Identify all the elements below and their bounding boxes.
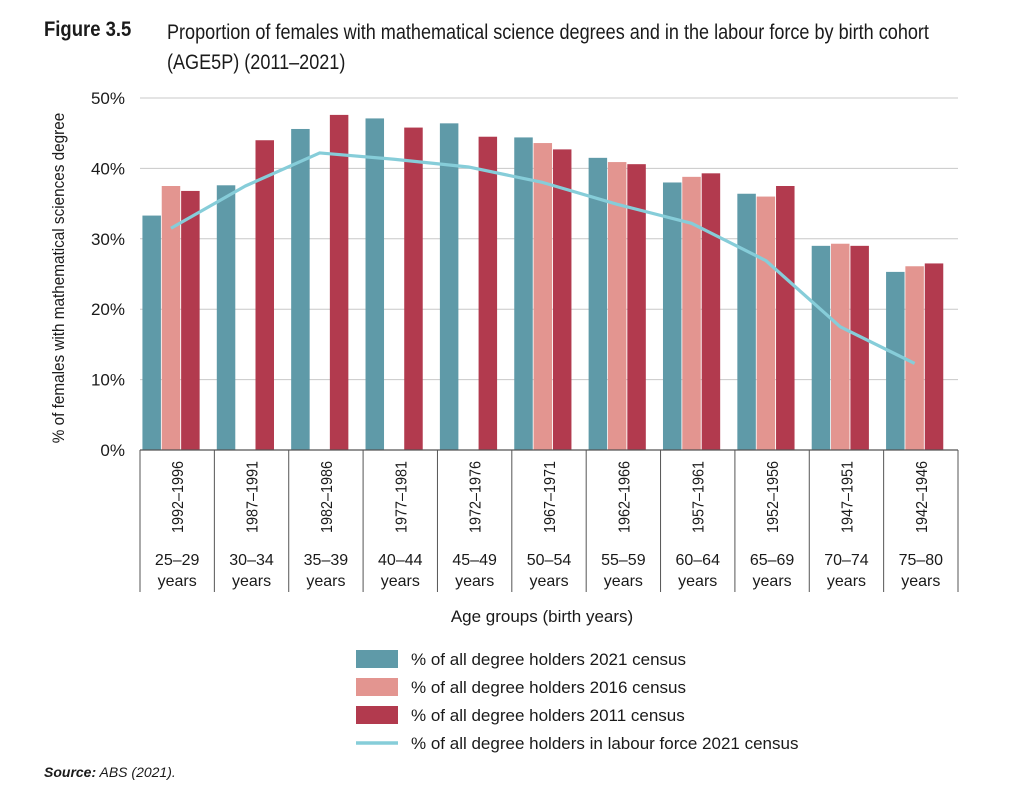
legend-label: % of all degree holders 2021 census <box>411 650 686 669</box>
bars <box>142 114 944 451</box>
bar <box>850 245 869 450</box>
x-tick-birth-years: 1942–1946 <box>913 461 931 533</box>
bar <box>701 173 721 450</box>
x-tick-age-group: 75–80 <box>899 552 944 569</box>
bar <box>811 245 831 450</box>
y-tick-label: 20% <box>91 300 125 319</box>
x-tick-birth-years: 1972–1976 <box>467 461 485 533</box>
x-tick-age-unit: years <box>901 573 940 590</box>
y-axis-ticks: 0% 10% 20% 30% 40% 50% <box>91 89 125 460</box>
x-tick-age-unit: years <box>529 573 568 590</box>
bar <box>181 190 200 451</box>
source-note: Source: ABS (2021). <box>44 764 176 780</box>
bar <box>533 143 553 450</box>
labour-force-line-path <box>170 151 916 365</box>
x-tick-age-group: 35–39 <box>304 552 349 569</box>
figure-title: Proportion of females with mathematical … <box>167 21 929 74</box>
bar <box>682 176 701 450</box>
legend-label: % of all degree holders in labour force … <box>411 734 798 753</box>
x-tick-age-group: 25–29 <box>155 552 200 569</box>
y-tick-label: 40% <box>91 159 125 178</box>
x-tick-age-group: 45–49 <box>452 552 497 569</box>
x-tick-birth-years: 1992–1996 <box>170 461 188 533</box>
bar <box>607 162 627 450</box>
x-tick-age-unit: years <box>827 573 866 590</box>
legend: % of all degree holders 2021 census % of … <box>356 650 798 753</box>
x-tick-age-unit: years <box>455 573 494 590</box>
legend-label: % of all degree holders 2011 census <box>411 706 685 725</box>
x-tick-birth-years: 1952–1956 <box>764 461 782 533</box>
bar <box>329 114 349 450</box>
bar <box>627 164 646 450</box>
bar <box>886 271 905 450</box>
bar <box>924 263 944 450</box>
x-tick-age-group: 55–59 <box>601 552 646 569</box>
bar <box>291 128 310 450</box>
x-tick-age-unit: years <box>232 573 271 590</box>
x-tick-age-group: 60–64 <box>675 552 720 569</box>
x-tick-age-group: 40–44 <box>378 552 423 569</box>
bar <box>737 193 756 450</box>
bar <box>756 196 776 450</box>
x-tick-birth-years: 1947–1951 <box>839 461 857 533</box>
x-tick-age-unit: years <box>678 573 717 590</box>
x-tick-age-group: 30–34 <box>229 552 274 569</box>
source-label: Source: <box>44 764 97 780</box>
x-tick-age-group: 50–54 <box>527 552 572 569</box>
x-tick-birth-years: 1962–1966 <box>616 461 634 533</box>
y-tick-label: 0% <box>100 441 125 460</box>
x-tick-age-unit: years <box>381 573 420 590</box>
x-tick-birth-years: 1977–1981 <box>393 461 411 533</box>
x-tick-age-unit: years <box>604 573 643 590</box>
x-tick-age-group: 70–74 <box>824 552 869 569</box>
x-tick-age-unit: years <box>158 573 197 590</box>
legend-label: % of all degree holders 2016 census <box>411 678 686 697</box>
bar <box>439 123 459 451</box>
x-tick-age-group: 65–69 <box>750 552 795 569</box>
x-tick-birth-years: 1987–1991 <box>244 461 262 533</box>
x-axis <box>139 449 959 592</box>
bar <box>662 182 682 451</box>
y-tick-label: 10% <box>91 371 125 390</box>
bar <box>905 266 924 450</box>
x-tick-birth-years: 1967–1971 <box>541 461 559 533</box>
bar <box>255 140 274 451</box>
y-axis-label: % of females with mathematical sciences … <box>49 113 68 443</box>
chart: 0% 10% 20% 30% 40% 50% % of females with math… <box>49 89 959 753</box>
x-tick-birth-years: 1957–1961 <box>690 461 708 533</box>
figure-label: Figure 3.5 <box>44 18 132 41</box>
bar <box>478 136 498 450</box>
bar <box>776 186 795 450</box>
bar <box>161 186 181 450</box>
bar <box>588 157 608 450</box>
bar <box>404 127 423 451</box>
legend-swatch <box>356 706 398 724</box>
bar <box>365 118 385 450</box>
x-tick-birth-years: 1982–1986 <box>318 461 336 533</box>
x-axis-label: Age groups (birth years) <box>451 607 633 626</box>
bar <box>514 137 533 450</box>
bar <box>831 243 850 450</box>
x-tick-age-unit: years <box>306 573 345 590</box>
x-tick-age-unit: years <box>753 573 792 590</box>
y-tick-label: 30% <box>91 230 125 249</box>
x-axis-categories: 1992–1996 25–29 years 1987–1991 30–34 years 19… <box>155 461 943 590</box>
source-text: ABS (2021). <box>99 764 176 780</box>
legend-swatch <box>356 678 398 696</box>
labour-force-line <box>170 151 916 365</box>
y-tick-label: 50% <box>91 89 125 108</box>
legend-swatch <box>356 650 398 668</box>
bar <box>216 185 236 450</box>
bar <box>552 149 572 450</box>
bar <box>142 215 161 450</box>
